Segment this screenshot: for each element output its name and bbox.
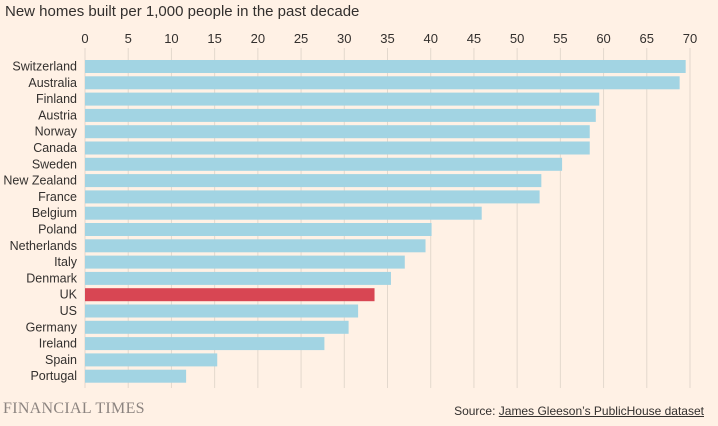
x-tick-label: 5 (125, 31, 132, 46)
category-label: Canada (33, 141, 77, 155)
bar-australia (85, 76, 680, 90)
bar-sweden (85, 157, 563, 171)
bar-portugal (85, 369, 187, 383)
category-label: Netherlands (10, 239, 77, 253)
x-tick-label: 20 (251, 31, 265, 46)
bar-denmark (85, 271, 391, 285)
x-tick-label: 50 (510, 31, 524, 46)
category-label: Switzerland (12, 60, 77, 74)
bars (85, 60, 686, 383)
x-tick-label: 10 (164, 31, 178, 46)
x-tick-label: 65 (640, 31, 654, 46)
bar-norway (85, 125, 590, 139)
x-tick-label: 60 (596, 31, 610, 46)
category-label: Italy (54, 255, 78, 269)
x-tick-label: 55 (553, 31, 567, 46)
x-tick-label: 0 (81, 31, 88, 46)
bar-italy (85, 255, 405, 269)
bar-germany (85, 320, 349, 334)
source-link[interactable]: James Gleeson’s PublicHouse dataset (498, 404, 704, 418)
category-label: Ireland (39, 337, 77, 351)
category-label: Finland (36, 92, 77, 106)
financial-times-logo: FINANCIAL TIMES (3, 400, 145, 417)
bar-austria (85, 108, 596, 122)
bar-switzerland (85, 60, 686, 73)
bar-us (85, 304, 359, 318)
category-labels: Switzerland Australia Finland Austria Norway… (3, 60, 77, 384)
x-tick-label: 35 (380, 31, 394, 46)
bar-new-zealand (85, 174, 542, 188)
bar-uk (85, 288, 375, 302)
x-tick-label: 15 (207, 31, 221, 46)
category-label: Spain (45, 353, 77, 367)
category-label: Sweden (32, 157, 77, 171)
category-label: Norway (35, 125, 78, 139)
category-label: UK (60, 288, 78, 302)
x-tick-label: 30 (337, 31, 351, 46)
source-prefix: Source: (454, 404, 499, 418)
category-label: Poland (38, 223, 77, 237)
bar-france (85, 190, 540, 204)
category-label: Portugal (30, 369, 77, 383)
category-label: Austria (38, 108, 77, 122)
bar-finland (85, 92, 600, 106)
x-tick-label: 45 (467, 31, 481, 46)
category-label: Germany (26, 320, 78, 334)
category-label: France (38, 190, 77, 204)
category-label: US (60, 304, 77, 318)
category-label: Belgium (32, 206, 77, 220)
chart-title: New homes built per 1,000 people in the … (5, 3, 360, 20)
x-tick-label: 40 (423, 31, 437, 46)
x-tick-label: 25 (294, 31, 308, 46)
category-label: Denmark (26, 271, 77, 285)
bar-ireland (85, 337, 325, 351)
category-label: New Zealand (3, 174, 77, 188)
x-tick-label: 70 (683, 31, 697, 46)
x-axis-ticks: 0 5 10 15 20 25 30 35 40 45 50 55 60 65 70 (81, 31, 697, 46)
bar-poland (85, 223, 432, 236)
bar-netherlands (85, 239, 426, 253)
bar-canada (85, 141, 590, 155)
bar-belgium (85, 206, 482, 220)
source-note: Source: James Gleeson’s PublicHouse data… (454, 404, 704, 418)
category-label: Australia (28, 76, 77, 90)
bar-spain (85, 353, 218, 367)
